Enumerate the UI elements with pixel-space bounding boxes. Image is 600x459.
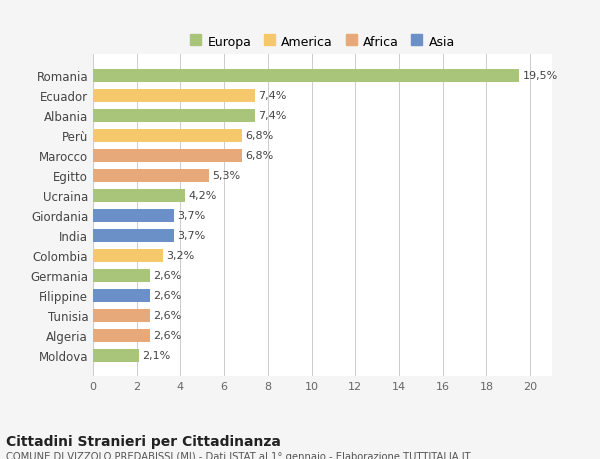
Bar xyxy=(93,70,519,83)
Text: 2,6%: 2,6% xyxy=(153,270,181,280)
Text: COMUNE DI VIZZOLO PREDABISSI (MI) - Dati ISTAT al 1° gennaio - Elaborazione TUTT: COMUNE DI VIZZOLO PREDABISSI (MI) - Dati… xyxy=(6,451,470,459)
Legend: Europa, America, Africa, Asia: Europa, America, Africa, Asia xyxy=(186,33,459,53)
Text: 2,1%: 2,1% xyxy=(142,350,170,360)
Text: 6,8%: 6,8% xyxy=(245,131,273,141)
Bar xyxy=(93,229,174,242)
Text: 3,2%: 3,2% xyxy=(166,251,194,261)
Bar xyxy=(93,289,150,302)
Text: 6,8%: 6,8% xyxy=(245,151,273,161)
Bar xyxy=(93,269,150,282)
Bar xyxy=(93,90,255,102)
Text: 3,7%: 3,7% xyxy=(177,211,205,221)
Text: 7,4%: 7,4% xyxy=(258,111,286,121)
Text: 19,5%: 19,5% xyxy=(523,71,558,81)
Text: 4,2%: 4,2% xyxy=(188,191,217,201)
Bar xyxy=(93,249,163,262)
Bar xyxy=(93,209,174,222)
Bar xyxy=(93,129,242,142)
Bar xyxy=(93,329,150,342)
Text: 2,6%: 2,6% xyxy=(153,330,181,340)
Bar xyxy=(93,110,255,123)
Text: Cittadini Stranieri per Cittadinanza: Cittadini Stranieri per Cittadinanza xyxy=(6,434,281,448)
Text: 2,6%: 2,6% xyxy=(153,291,181,301)
Bar xyxy=(93,150,242,162)
Bar xyxy=(93,189,185,202)
Text: 7,4%: 7,4% xyxy=(258,91,286,101)
Text: 5,3%: 5,3% xyxy=(212,171,240,181)
Bar xyxy=(93,349,139,362)
Text: 2,6%: 2,6% xyxy=(153,310,181,320)
Text: 3,7%: 3,7% xyxy=(177,231,205,241)
Bar xyxy=(93,309,150,322)
Bar xyxy=(93,169,209,182)
